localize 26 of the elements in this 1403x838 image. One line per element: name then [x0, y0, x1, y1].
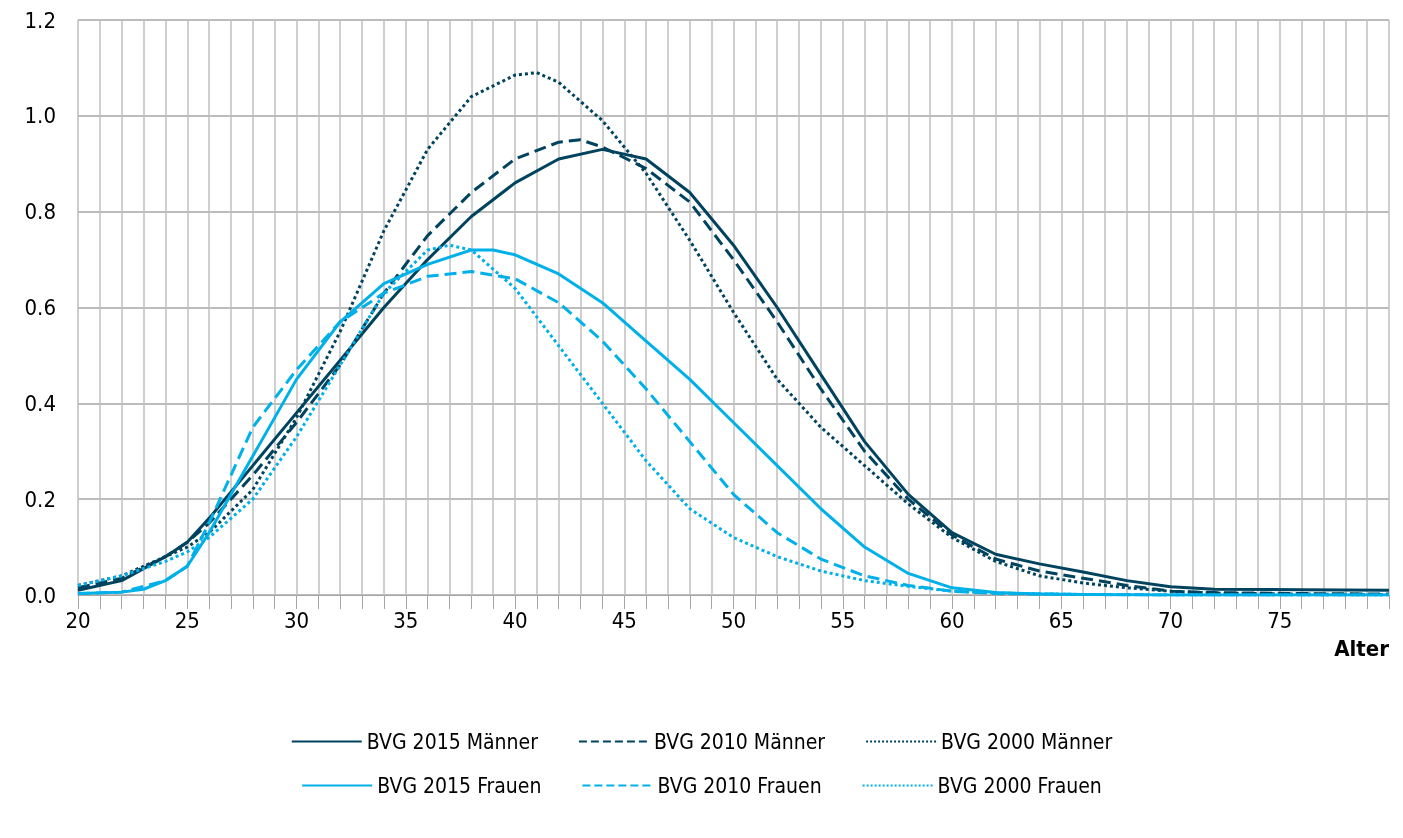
x-tick-label: 50 — [720, 607, 747, 633]
legend-label: BVG 2010 Frauen — [657, 773, 822, 798]
y-tick-label: 1.0 — [24, 103, 56, 129]
x-tick-label: 30 — [283, 607, 310, 633]
x-tick-label: 70 — [1157, 607, 1184, 633]
x-tick-label: 25 — [174, 607, 200, 633]
legend-label: BVG 2000 Männer — [941, 729, 1113, 754]
x-tick-label: 65 — [1048, 607, 1074, 633]
y-tick-label: 0.8 — [24, 199, 56, 225]
y-tick-label: 1.2 — [24, 7, 56, 33]
x-axis-title: Alter — [1334, 635, 1390, 661]
legend-label: BVG 2015 Frauen — [377, 773, 542, 798]
legend-label: BVG 2000 Frauen — [937, 773, 1102, 798]
y-tick-label: 0.6 — [24, 295, 56, 320]
x-tick-label: 45 — [611, 607, 637, 633]
x-tick-label: 35 — [393, 607, 419, 633]
x-tick-label: 75 — [1267, 607, 1293, 633]
x-tick-label: 60 — [939, 607, 965, 633]
y-tick-label: 0.4 — [24, 390, 56, 416]
legend-label: BVG 2015 Männer — [366, 729, 539, 754]
x-tick-label: 20 — [65, 607, 91, 633]
x-tick-label: 55 — [830, 607, 856, 633]
y-tick-label: 0.0 — [24, 582, 56, 608]
y-tick-label: 0.2 — [24, 486, 56, 512]
x-tick-label: 40 — [502, 607, 528, 633]
legend-label: BVG 2010 Männer — [653, 729, 826, 754]
